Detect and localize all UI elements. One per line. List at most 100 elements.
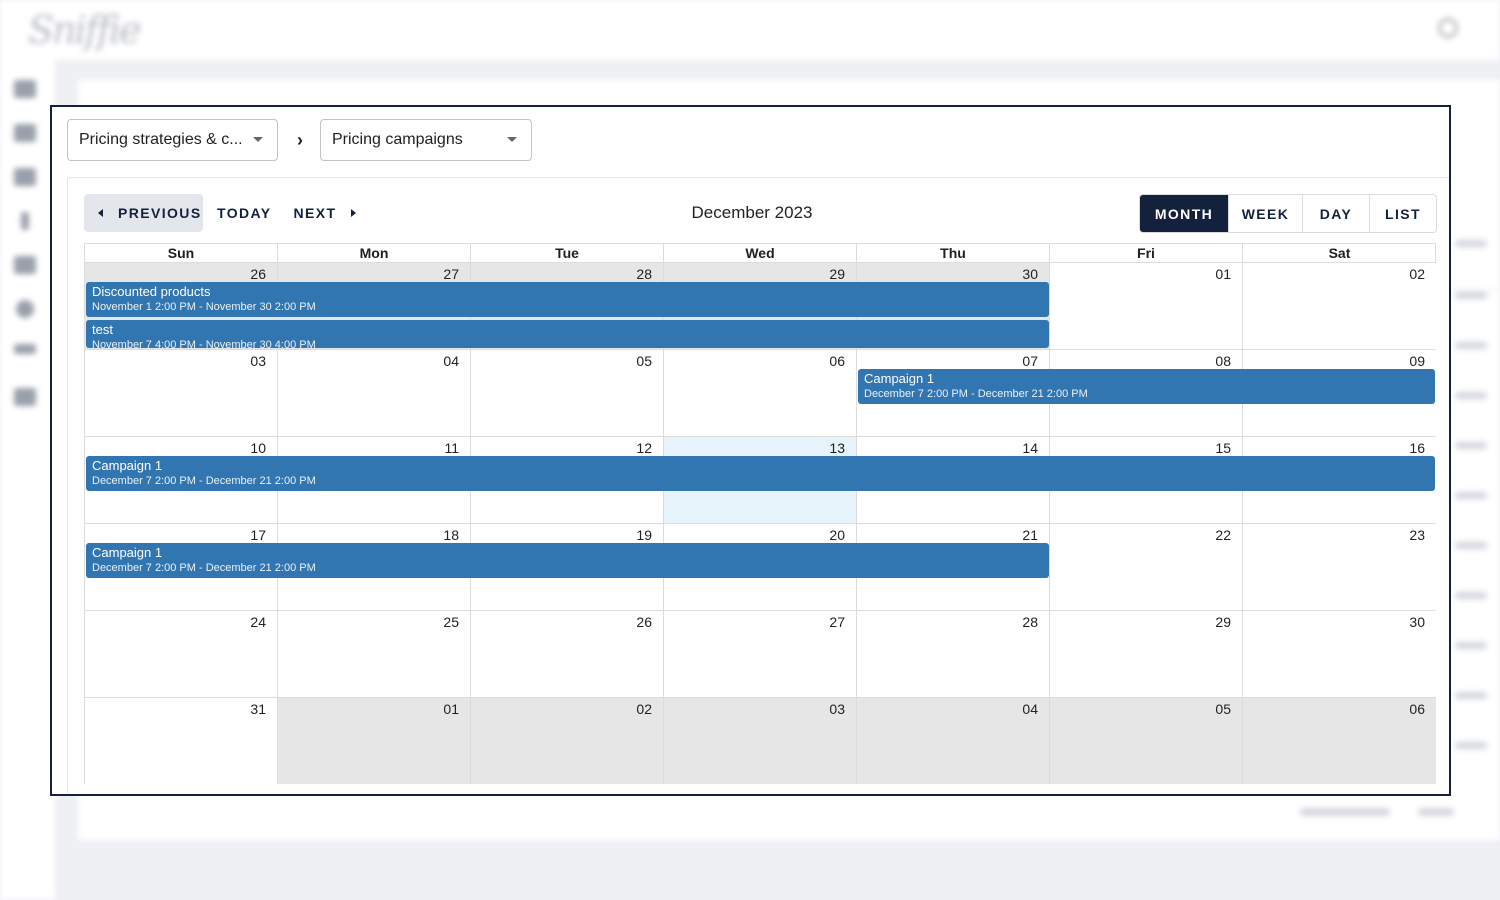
sidebar bbox=[0, 60, 55, 900]
event-bar[interactable]: Campaign 1 December 7 2:00 PM - December… bbox=[86, 543, 1049, 578]
view-week-button[interactable]: WEEK bbox=[1229, 195, 1303, 232]
day-cell[interactable]: 22 bbox=[1050, 524, 1243, 610]
next-label: NEXT bbox=[293, 205, 337, 221]
day-cell[interactable]: 02 bbox=[1243, 263, 1436, 349]
day-cell[interactable]: 04 bbox=[278, 350, 471, 436]
history-icon[interactable] bbox=[16, 300, 34, 318]
trend-icon[interactable] bbox=[14, 344, 36, 354]
bg-row bbox=[1455, 692, 1487, 699]
day-number: 26 bbox=[250, 266, 266, 282]
day-number: 22 bbox=[1215, 527, 1231, 543]
campaign-select[interactable]: Pricing campaigns bbox=[320, 119, 532, 161]
day-number: 05 bbox=[636, 353, 652, 369]
event-bar[interactable]: Campaign 1 December 7 2:00 PM - December… bbox=[86, 456, 1435, 491]
day-number: 06 bbox=[829, 353, 845, 369]
view-list-button[interactable]: LIST bbox=[1370, 195, 1436, 232]
event-bar[interactable]: Discounted products November 1 2:00 PM -… bbox=[86, 282, 1049, 317]
week-row: 31 01 02 03 04 05 06 bbox=[85, 698, 1436, 785]
day-cell[interactable]: 27 bbox=[664, 611, 857, 697]
day-cell[interactable]: 05 bbox=[1050, 698, 1243, 784]
day-cell[interactable]: 30 bbox=[1243, 611, 1436, 697]
bg-row bbox=[1455, 492, 1487, 499]
day-cell[interactable]: 23 bbox=[1243, 524, 1436, 610]
weekday-label: Tue bbox=[471, 244, 664, 262]
campaign-icon[interactable] bbox=[14, 124, 36, 142]
wrench-icon[interactable] bbox=[14, 256, 36, 274]
folder-icon[interactable] bbox=[14, 388, 36, 406]
rows-per-page-select[interactable] bbox=[1418, 808, 1454, 816]
day-number: 19 bbox=[636, 527, 652, 543]
day-number: 02 bbox=[1409, 266, 1425, 282]
day-number: 27 bbox=[829, 614, 845, 630]
weekday-label: Thu bbox=[857, 244, 1050, 262]
chevron-right-icon: › bbox=[297, 130, 303, 150]
weekday-header: Sun Mon Tue Wed Thu Fri Sat bbox=[85, 244, 1436, 263]
day-cell[interactable]: 02 bbox=[471, 698, 664, 784]
campaign-select-value: Pricing campaigns bbox=[332, 131, 463, 148]
event-time: December 7 2:00 PM - December 21 2:00 PM bbox=[864, 388, 1088, 400]
strategy-select[interactable]: Pricing strategies & c... bbox=[67, 119, 278, 161]
day-number: 01 bbox=[1215, 266, 1231, 282]
event-title: test bbox=[92, 322, 113, 337]
day-cell[interactable]: 28 bbox=[857, 611, 1050, 697]
day-cell[interactable]: 06 bbox=[1243, 698, 1436, 784]
bg-divider bbox=[1450, 290, 1500, 291]
view-month-button[interactable]: MONTH bbox=[1140, 195, 1229, 232]
weekday-label: Sun bbox=[85, 244, 278, 262]
bg-row bbox=[1455, 392, 1487, 399]
event-title: Campaign 1 bbox=[92, 545, 163, 560]
day-cell[interactable]: 26 bbox=[471, 611, 664, 697]
previous-button[interactable]: PREVIOUS bbox=[84, 194, 203, 232]
weekday-label: Wed bbox=[664, 244, 857, 262]
month-grid: Sun Mon Tue Wed Thu Fri Sat 26 27 28 29 … bbox=[84, 243, 1436, 784]
day-number: 15 bbox=[1215, 440, 1231, 456]
view-switcher: MONTH WEEK DAY LIST bbox=[1139, 194, 1437, 233]
day-cell[interactable]: 29 bbox=[1050, 611, 1243, 697]
day-cell[interactable]: 05 bbox=[471, 350, 664, 436]
day-number: 30 bbox=[1409, 614, 1425, 630]
day-cell[interactable]: 24 bbox=[85, 611, 278, 697]
day-number: 20 bbox=[829, 527, 845, 543]
dollar-icon[interactable] bbox=[21, 212, 29, 230]
day-cell[interactable]: 25 bbox=[278, 611, 471, 697]
dashboard-icon[interactable] bbox=[14, 80, 36, 98]
view-day-button[interactable]: DAY bbox=[1303, 195, 1370, 232]
today-button[interactable]: TODAY bbox=[207, 194, 281, 232]
day-number: 03 bbox=[829, 701, 845, 717]
event-title: Campaign 1 bbox=[864, 371, 935, 386]
next-button[interactable]: NEXT bbox=[283, 194, 366, 232]
day-number: 24 bbox=[250, 614, 266, 630]
day-cell[interactable]: 01 bbox=[1050, 263, 1243, 349]
day-cell[interactable]: 31 bbox=[85, 698, 278, 784]
event-bar[interactable]: Campaign 1 December 7 2:00 PM - December… bbox=[858, 369, 1435, 404]
event-bar[interactable]: test November 7 4:00 PM - November 30 4:… bbox=[86, 320, 1049, 348]
app-logo: Sniffie bbox=[28, 8, 141, 52]
day-number: 08 bbox=[1215, 353, 1231, 369]
day-cell[interactable]: 01 bbox=[278, 698, 471, 784]
weekday-label: Sat bbox=[1328, 245, 1351, 261]
day-number: 23 bbox=[1409, 527, 1425, 543]
day-cell[interactable]: 06 bbox=[664, 350, 857, 436]
event-title: Discounted products bbox=[92, 284, 211, 299]
day-number: 04 bbox=[443, 353, 459, 369]
arrow-right-icon bbox=[351, 209, 357, 217]
today-label: TODAY bbox=[217, 205, 272, 221]
day-number: 12 bbox=[636, 440, 652, 456]
calendar-title: December 2023 bbox=[691, 203, 813, 222]
day-cell[interactable]: 03 bbox=[85, 350, 278, 436]
event-time: November 7 4:00 PM - November 30 4:00 PM bbox=[92, 339, 316, 348]
bg-row bbox=[1455, 240, 1487, 247]
search-icon[interactable] bbox=[1438, 18, 1458, 38]
day-number: 04 bbox=[1022, 701, 1038, 717]
event-time: November 1 2:00 PM - November 30 2:00 PM bbox=[92, 301, 316, 313]
weekday-label: Fri bbox=[1050, 244, 1243, 262]
day-cell[interactable]: 03 bbox=[664, 698, 857, 784]
day-number: 05 bbox=[1215, 701, 1231, 717]
list-icon[interactable] bbox=[14, 168, 36, 186]
day-number: 07 bbox=[1022, 353, 1038, 369]
event-time: December 7 2:00 PM - December 21 2:00 PM bbox=[92, 475, 316, 487]
calendar-nav: PREVIOUS TODAY NEXT bbox=[84, 194, 366, 232]
day-cell[interactable]: 04 bbox=[857, 698, 1050, 784]
top-bar: Sniffie bbox=[0, 0, 1500, 60]
day-number: 09 bbox=[1409, 353, 1425, 369]
